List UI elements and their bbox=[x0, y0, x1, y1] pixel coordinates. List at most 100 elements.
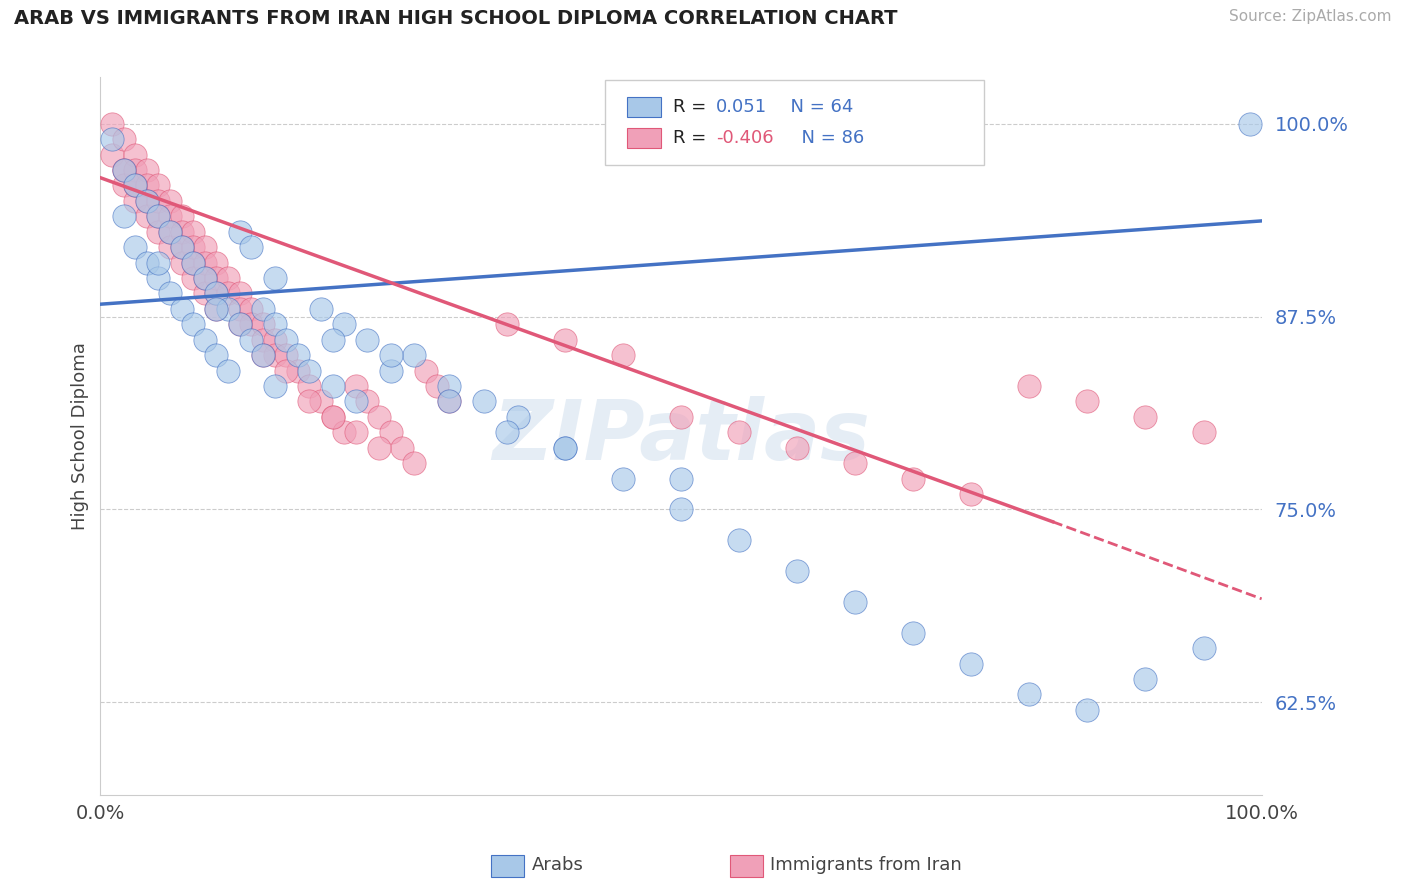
Point bbox=[669, 409, 692, 424]
Point bbox=[205, 348, 228, 362]
Point bbox=[124, 178, 146, 193]
Point bbox=[112, 163, 135, 178]
Point bbox=[181, 255, 204, 269]
Point bbox=[437, 394, 460, 409]
Point bbox=[240, 318, 263, 332]
Point bbox=[194, 286, 217, 301]
Point bbox=[669, 502, 692, 516]
Point bbox=[194, 255, 217, 269]
Text: ZIPatlas: ZIPatlas bbox=[492, 395, 870, 476]
Point bbox=[228, 225, 250, 239]
Point bbox=[135, 209, 157, 223]
Point bbox=[170, 209, 193, 223]
Point bbox=[205, 301, 228, 316]
Point bbox=[170, 225, 193, 239]
Point bbox=[1135, 672, 1157, 686]
Point bbox=[252, 318, 274, 332]
Point bbox=[786, 441, 808, 455]
Point bbox=[170, 255, 193, 269]
Point bbox=[112, 178, 135, 193]
Point bbox=[181, 271, 204, 285]
Point bbox=[170, 240, 193, 254]
Point bbox=[252, 301, 274, 316]
Text: Immigrants from Iran: Immigrants from Iran bbox=[770, 856, 962, 874]
Text: N = 86: N = 86 bbox=[790, 129, 865, 147]
Point bbox=[135, 194, 157, 208]
Point bbox=[844, 595, 866, 609]
Text: Source: ZipAtlas.com: Source: ZipAtlas.com bbox=[1229, 9, 1392, 24]
Point bbox=[844, 456, 866, 470]
Point bbox=[380, 425, 402, 440]
Point bbox=[148, 271, 170, 285]
Point bbox=[554, 441, 576, 455]
Point bbox=[170, 301, 193, 316]
Point bbox=[263, 379, 285, 393]
Point bbox=[170, 240, 193, 254]
Point bbox=[960, 657, 983, 671]
Point bbox=[287, 348, 309, 362]
Point bbox=[124, 178, 146, 193]
Point bbox=[159, 209, 181, 223]
Text: N = 64: N = 64 bbox=[779, 98, 853, 116]
Point bbox=[252, 333, 274, 347]
Point bbox=[728, 425, 751, 440]
Point bbox=[368, 409, 391, 424]
Point bbox=[228, 318, 250, 332]
Point bbox=[205, 301, 228, 316]
Point bbox=[402, 456, 425, 470]
Point bbox=[309, 301, 332, 316]
Point bbox=[1239, 117, 1261, 131]
Text: 0.051: 0.051 bbox=[716, 98, 766, 116]
Point bbox=[205, 286, 228, 301]
Point bbox=[276, 348, 298, 362]
Point bbox=[415, 363, 437, 377]
Point bbox=[309, 394, 332, 409]
Point bbox=[124, 178, 146, 193]
Point bbox=[322, 409, 344, 424]
Point bbox=[135, 163, 157, 178]
Point bbox=[356, 333, 378, 347]
Point bbox=[240, 301, 263, 316]
Point bbox=[252, 348, 274, 362]
Point bbox=[217, 286, 239, 301]
Point bbox=[124, 147, 146, 161]
Point bbox=[669, 471, 692, 485]
Point bbox=[437, 394, 460, 409]
Point bbox=[217, 271, 239, 285]
Text: ARAB VS IMMIGRANTS FROM IRAN HIGH SCHOOL DIPLOMA CORRELATION CHART: ARAB VS IMMIGRANTS FROM IRAN HIGH SCHOOL… bbox=[14, 9, 897, 28]
Point bbox=[181, 225, 204, 239]
Point bbox=[205, 286, 228, 301]
Point bbox=[252, 348, 274, 362]
Point bbox=[263, 348, 285, 362]
Point bbox=[228, 301, 250, 316]
Point bbox=[148, 225, 170, 239]
Point bbox=[554, 441, 576, 455]
Point bbox=[194, 271, 217, 285]
Point bbox=[135, 178, 157, 193]
Point bbox=[344, 425, 367, 440]
Point bbox=[217, 363, 239, 377]
Point bbox=[380, 348, 402, 362]
Point bbox=[1192, 425, 1215, 440]
Text: R =: R = bbox=[673, 98, 713, 116]
Point bbox=[1135, 409, 1157, 424]
Text: Arabs: Arabs bbox=[531, 856, 583, 874]
Point bbox=[402, 348, 425, 362]
Point bbox=[112, 163, 135, 178]
Point bbox=[240, 333, 263, 347]
Point bbox=[1018, 688, 1040, 702]
Point bbox=[960, 487, 983, 501]
Point bbox=[228, 286, 250, 301]
Point bbox=[159, 225, 181, 239]
Point bbox=[298, 394, 321, 409]
Text: R =: R = bbox=[673, 129, 713, 147]
Point bbox=[148, 194, 170, 208]
Point bbox=[194, 271, 217, 285]
Point bbox=[148, 209, 170, 223]
Text: -0.406: -0.406 bbox=[716, 129, 773, 147]
Point bbox=[181, 240, 204, 254]
Point bbox=[159, 240, 181, 254]
Point bbox=[333, 425, 356, 440]
Point bbox=[472, 394, 495, 409]
Point bbox=[181, 255, 204, 269]
